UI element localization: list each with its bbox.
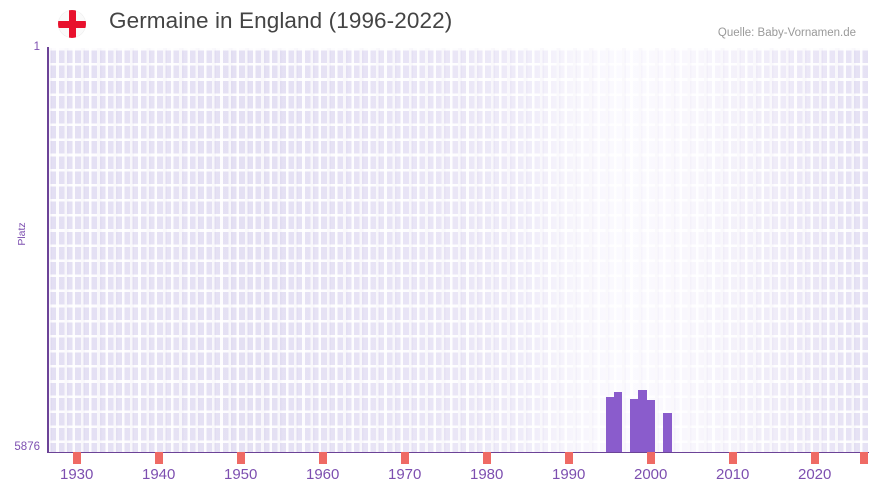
x-tick-mark-2000 [646, 452, 655, 464]
bar-1998[interactable] [630, 399, 639, 452]
y-tick-label-top: 1 [33, 41, 40, 53]
x-tick-mark-1950 [236, 452, 245, 464]
x-tick-label-1970: 1970 [388, 466, 422, 483]
x-axis-line [47, 451, 869, 454]
chart-title: Germaine in England (1996-2022) [109, 8, 453, 33]
x-tick-label-1940: 1940 [142, 466, 176, 483]
x-tick-label-1960: 1960 [306, 466, 340, 483]
x-tick-mark-edge [859, 452, 868, 464]
plot-area [48, 48, 868, 452]
y-axis-title: Platz [16, 222, 28, 246]
x-tick-label-2020: 2020 [798, 466, 832, 483]
flag-cross-horizontal [58, 20, 86, 28]
x-tick-label-2000: 2000 [634, 466, 668, 483]
sub-axis-strip [48, 452, 868, 464]
source-attribution: Quelle: Baby-Vornamen.de [717, 27, 856, 39]
y-tick-label-bottom: 5876 [14, 441, 40, 453]
x-tick-mark-2010 [728, 452, 737, 464]
x-tick-label-2010: 2010 [716, 466, 750, 483]
x-tick-mark-1970 [400, 452, 409, 464]
y-axis-line [47, 47, 49, 453]
chart-header: Germaine in England (1996-2022) Quelle: … [0, 0, 873, 46]
x-tick-label-1950: 1950 [224, 466, 258, 483]
bar-1995[interactable] [605, 397, 615, 452]
x-tick-mark-1960 [318, 452, 327, 464]
bar-1996[interactable] [613, 392, 623, 452]
x-tick-mark-1930 [72, 452, 81, 464]
bars-layer [48, 48, 868, 452]
x-tick-mark-1990 [564, 452, 573, 464]
x-tick-label-1930: 1930 [60, 466, 94, 483]
x-tick-label-1990: 1990 [552, 466, 586, 483]
bar-2002[interactable] [663, 413, 672, 452]
bar-1999[interactable] [638, 390, 647, 452]
x-tick-mark-1940 [154, 452, 163, 464]
x-tick-label-1980: 1980 [470, 466, 504, 483]
x-tick-mark-1980 [482, 452, 491, 464]
bar-2000[interactable] [646, 400, 656, 452]
x-tick-mark-2020 [810, 452, 819, 464]
england-flag-icon [58, 10, 86, 38]
